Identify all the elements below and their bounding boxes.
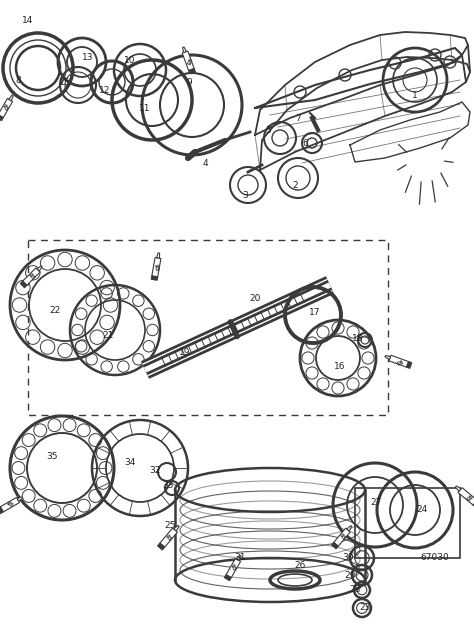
Text: 32: 32 xyxy=(149,465,161,474)
Polygon shape xyxy=(174,525,179,531)
Polygon shape xyxy=(458,488,474,505)
Text: 13: 13 xyxy=(82,52,94,61)
Polygon shape xyxy=(17,497,23,501)
Text: 95: 95 xyxy=(164,533,173,542)
Text: 1: 1 xyxy=(412,90,418,99)
Polygon shape xyxy=(456,486,461,492)
Text: 95: 95 xyxy=(337,532,346,541)
Text: 95: 95 xyxy=(153,263,160,271)
Text: 67030: 67030 xyxy=(420,552,449,561)
Polygon shape xyxy=(407,362,412,369)
Text: 9: 9 xyxy=(186,77,192,86)
Text: 35: 35 xyxy=(46,451,58,461)
Text: 30: 30 xyxy=(342,554,354,563)
Polygon shape xyxy=(334,528,350,546)
Polygon shape xyxy=(473,500,474,508)
Bar xyxy=(28,240,388,415)
Text: 11: 11 xyxy=(139,104,151,113)
Text: 95: 95 xyxy=(27,272,36,281)
Polygon shape xyxy=(226,559,241,578)
Text: 95: 95 xyxy=(229,563,237,573)
Text: 24: 24 xyxy=(416,506,428,515)
Polygon shape xyxy=(23,268,40,285)
Polygon shape xyxy=(331,543,338,549)
Polygon shape xyxy=(152,257,161,277)
Text: 95: 95 xyxy=(5,500,15,509)
Polygon shape xyxy=(151,276,158,280)
Text: 34: 34 xyxy=(124,458,136,467)
Text: 33: 33 xyxy=(162,481,174,490)
Text: 26: 26 xyxy=(294,561,306,570)
Text: 4: 4 xyxy=(202,159,208,168)
Text: 18: 18 xyxy=(352,333,364,342)
Text: 20: 20 xyxy=(249,294,261,303)
Text: 5: 5 xyxy=(265,125,271,134)
Text: 6: 6 xyxy=(302,138,308,147)
Text: 3: 3 xyxy=(242,191,248,200)
Text: 2: 2 xyxy=(292,180,298,189)
Text: 8: 8 xyxy=(15,76,21,84)
Polygon shape xyxy=(9,95,13,100)
Polygon shape xyxy=(20,281,27,288)
Polygon shape xyxy=(182,47,186,52)
Polygon shape xyxy=(160,528,177,547)
Polygon shape xyxy=(224,575,231,580)
Text: 28: 28 xyxy=(349,586,361,595)
Text: 19: 19 xyxy=(179,348,191,356)
Text: 25: 25 xyxy=(164,520,176,529)
Text: 31: 31 xyxy=(234,554,246,563)
Bar xyxy=(355,488,460,558)
Text: 95: 95 xyxy=(463,492,472,500)
Text: 95: 95 xyxy=(1,104,9,113)
Polygon shape xyxy=(385,356,391,360)
Text: 95: 95 xyxy=(184,56,192,65)
Text: 27: 27 xyxy=(370,497,382,506)
Text: 21: 21 xyxy=(102,330,114,339)
Polygon shape xyxy=(389,355,409,367)
Text: 23: 23 xyxy=(359,604,371,612)
Text: 15: 15 xyxy=(59,77,71,86)
Text: 16: 16 xyxy=(334,362,346,371)
Text: 10: 10 xyxy=(124,56,136,65)
Text: 12: 12 xyxy=(100,86,111,95)
Text: 22: 22 xyxy=(49,305,61,314)
Polygon shape xyxy=(182,51,194,70)
Polygon shape xyxy=(156,253,160,259)
Text: 14: 14 xyxy=(22,15,34,24)
Polygon shape xyxy=(347,525,352,531)
Polygon shape xyxy=(237,556,241,561)
Polygon shape xyxy=(0,507,3,514)
Polygon shape xyxy=(37,266,42,271)
Polygon shape xyxy=(157,543,164,550)
Text: 29: 29 xyxy=(344,570,356,579)
Text: 7: 7 xyxy=(295,113,301,122)
Text: 17: 17 xyxy=(309,307,321,317)
Polygon shape xyxy=(0,115,3,120)
Polygon shape xyxy=(0,99,13,118)
Text: 95: 95 xyxy=(394,358,403,365)
Polygon shape xyxy=(189,68,195,74)
Polygon shape xyxy=(0,497,19,512)
